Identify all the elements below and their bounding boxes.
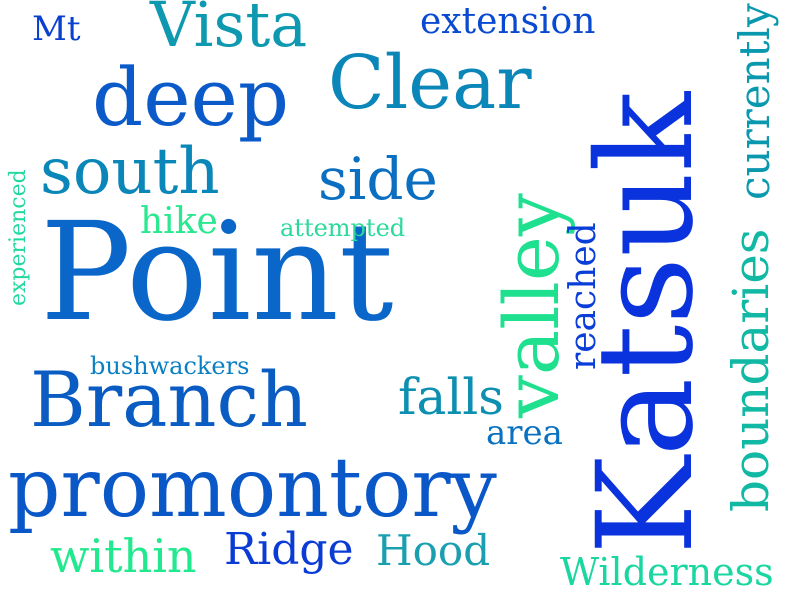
word-promontory: promontory: [8, 441, 497, 536]
word-branch: Branch: [30, 355, 308, 444]
word-within: within: [50, 529, 197, 583]
word-boundaries: boundaries: [722, 228, 780, 512]
word-hike: hike: [140, 201, 218, 242]
word-reached: reached: [563, 222, 604, 370]
word-attempted: attempted: [280, 214, 406, 242]
word-valley: valley: [487, 193, 576, 418]
word-falls: falls: [398, 368, 504, 426]
word-point: Point: [40, 194, 394, 352]
word-hood: Hood: [376, 526, 491, 575]
word-extension: extension: [420, 1, 596, 42]
word-side: side: [318, 145, 438, 213]
word-currently: currently: [730, 3, 779, 200]
word-area: area: [486, 413, 563, 453]
word-south: south: [40, 135, 220, 209]
word-mt: Mt: [32, 9, 81, 49]
word-bushwackers: bushwackers: [90, 352, 250, 380]
word-wilderness: Wilderness: [560, 550, 774, 594]
word-deep: deep: [92, 51, 290, 144]
word-ridge: Ridge: [224, 524, 354, 575]
word-clear: Clear: [328, 40, 532, 126]
word-experienced: experienced: [6, 169, 31, 306]
word-vista: Vista: [150, 0, 308, 61]
